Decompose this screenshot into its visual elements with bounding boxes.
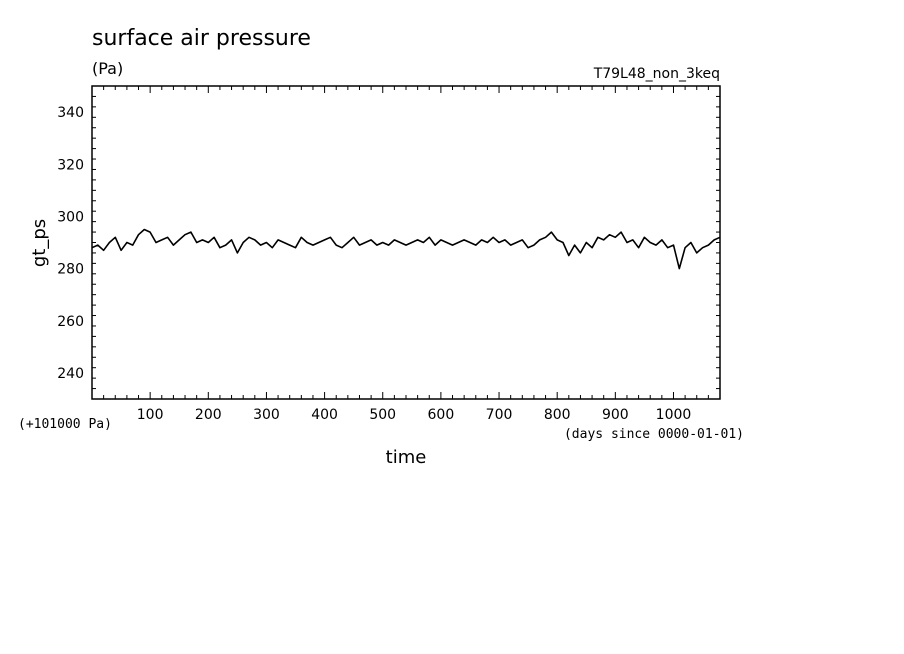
x-tick-label: 400 <box>311 407 338 423</box>
x-tick-label: 800 <box>544 407 571 423</box>
plot-frame <box>91 85 721 400</box>
x-axis-label: time <box>386 447 427 468</box>
run-label: T79L48_non_3keq <box>593 66 720 82</box>
series-line <box>91 228 721 270</box>
x-axis-ticks <box>91 86 721 399</box>
y-tick-label: 340 <box>57 105 84 121</box>
x-unit-note: (days since 0000-01-01) <box>564 427 744 442</box>
units-label: (Pa) <box>92 59 123 78</box>
y-tick-label: 300 <box>57 209 84 225</box>
y-offset-note: (+101000 Pa) <box>18 417 112 432</box>
x-tick-label: 500 <box>369 407 396 423</box>
y-tick-label: 280 <box>57 262 84 278</box>
chart-title: surface air pressure <box>92 26 311 51</box>
x-tick-label: 900 <box>602 407 629 423</box>
x-tick-label: 1000 <box>656 407 692 423</box>
y-tick-label: 260 <box>57 314 84 330</box>
y-axis-tick-labels: 240 260 280 300 320 340 <box>57 105 84 382</box>
x-tick-label: 700 <box>486 407 513 423</box>
x-tick-label: 600 <box>428 407 455 423</box>
y-tick-label: 320 <box>57 157 84 173</box>
y-axis-label: gt_ps <box>29 219 50 267</box>
x-tick-label: 200 <box>195 407 222 423</box>
x-axis-tick-labels: 100 200 300 400 500 600 700 800 900 1000 <box>137 407 692 423</box>
y-tick-label: 240 <box>57 366 84 382</box>
x-tick-label: 300 <box>253 407 280 423</box>
y-axis-ticks <box>92 85 720 400</box>
x-tick-label: 100 <box>137 407 164 423</box>
